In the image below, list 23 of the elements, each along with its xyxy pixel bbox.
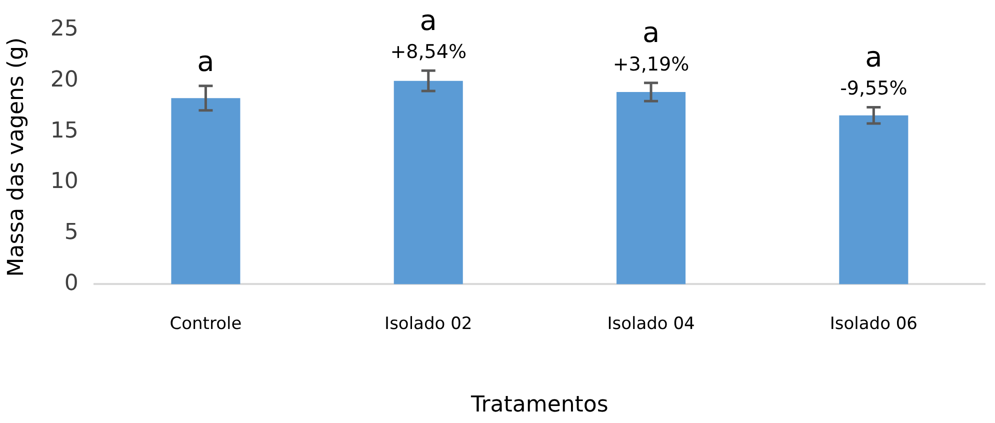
- bar: [839, 115, 908, 284]
- x-tick-label: Isolado 06: [830, 314, 918, 334]
- y-tick-label: 25: [50, 16, 78, 42]
- y-tick-label: 15: [50, 118, 78, 144]
- x-tick-label: Isolado 02: [384, 314, 472, 334]
- x-axis-title: Tratamentos: [470, 392, 608, 418]
- annotation: +3,19%: [612, 53, 690, 76]
- y-tick-label: 5: [64, 220, 78, 246]
- y-tick-label: 10: [50, 169, 78, 194]
- bar: [171, 98, 240, 284]
- bar: [394, 80, 463, 284]
- annotation: +8,54%: [390, 41, 467, 64]
- y-axis-title: Massa das vagens (g): [4, 37, 29, 277]
- y-tick-label: 20: [50, 68, 78, 93]
- annotation: a: [197, 45, 214, 78]
- x-tick-label: Controle: [170, 314, 242, 334]
- annotation: -9,55%: [840, 78, 908, 100]
- annotation: a: [865, 40, 882, 74]
- annotation: a: [420, 4, 437, 37]
- annotation: a: [642, 16, 660, 50]
- y-tick-label: 0: [64, 270, 78, 296]
- x-tick-label: Isolado 04: [607, 314, 695, 334]
- bar: [616, 92, 686, 284]
